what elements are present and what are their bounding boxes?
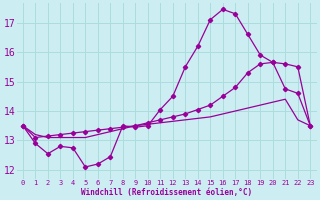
X-axis label: Windchill (Refroidissement éolien,°C): Windchill (Refroidissement éolien,°C) <box>81 188 252 197</box>
